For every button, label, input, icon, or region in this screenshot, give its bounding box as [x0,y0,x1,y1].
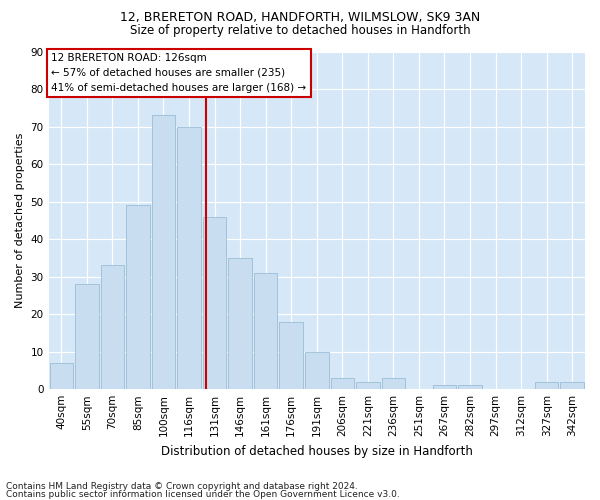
Bar [75,284,98,389]
Bar [535,382,559,389]
Bar [382,378,405,389]
Text: 12 BRERETON ROAD: 126sqm
← 57% of detached houses are smaller (235)
41% of semi-: 12 BRERETON ROAD: 126sqm ← 57% of detach… [51,53,307,93]
Text: Contains HM Land Registry data © Crown copyright and database right 2024.: Contains HM Land Registry data © Crown c… [6,482,358,491]
Bar [280,322,303,389]
Bar [433,386,456,389]
Bar [152,116,175,389]
Bar [177,126,201,389]
Bar [356,382,380,389]
Bar [458,386,482,389]
Y-axis label: Number of detached properties: Number of detached properties [15,132,25,308]
Text: Contains public sector information licensed under the Open Government Licence v3: Contains public sector information licen… [6,490,400,499]
Text: Size of property relative to detached houses in Handforth: Size of property relative to detached ho… [130,24,470,37]
Bar [331,378,354,389]
Bar [229,258,252,389]
Bar [560,382,584,389]
Bar [50,363,73,389]
Bar [254,273,277,389]
Bar [126,206,150,389]
Bar [101,266,124,389]
Text: 12, BRERETON ROAD, HANDFORTH, WILMSLOW, SK9 3AN: 12, BRERETON ROAD, HANDFORTH, WILMSLOW, … [120,12,480,24]
Bar [305,352,329,389]
Bar [203,216,226,389]
X-axis label: Distribution of detached houses by size in Handforth: Distribution of detached houses by size … [161,444,473,458]
